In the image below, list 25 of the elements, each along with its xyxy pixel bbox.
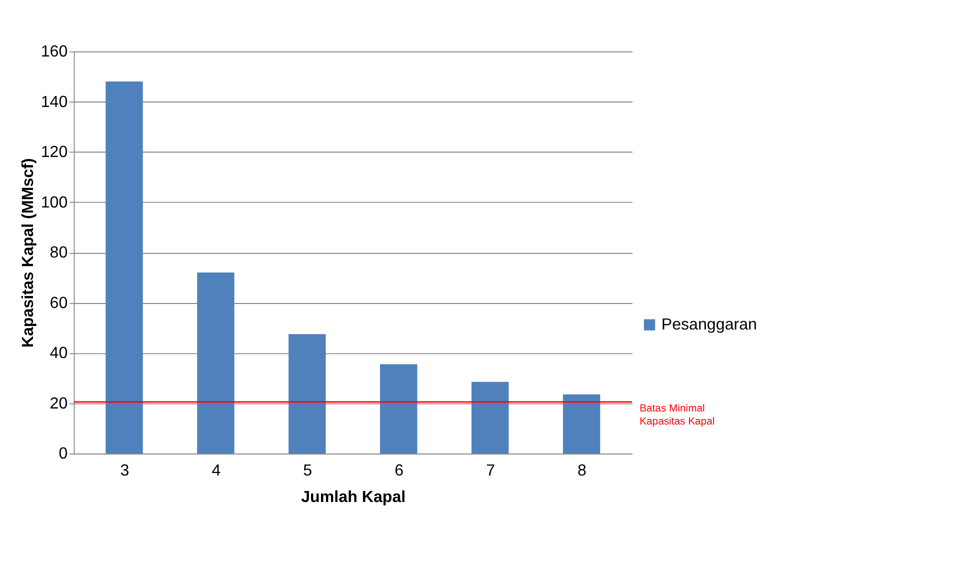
y-tick-label: 40 — [50, 344, 68, 362]
x-axis-title: Jumlah Kapal — [301, 488, 406, 506]
x-tick-label: 7 — [486, 462, 496, 480]
y-tick-label: 80 — [50, 244, 68, 262]
x-tick-label: 8 — [578, 462, 587, 480]
bar — [562, 394, 600, 454]
y-tick-label: 60 — [50, 294, 68, 312]
ref-line-label: Batas Minimal Kapasitas Kapal — [640, 403, 715, 428]
y-axis-title: Kapasitas Kapal (MMscf) — [19, 158, 38, 348]
y-tick-label: 120 — [40, 143, 68, 162]
bar — [106, 82, 143, 454]
y-tick-label: 140 — [40, 92, 68, 111]
x-tick-label: 4 — [212, 462, 221, 480]
x-tick-label: 3 — [120, 462, 130, 480]
bar — [380, 364, 418, 454]
bar — [197, 272, 234, 454]
x-tick-label: 5 — [303, 462, 312, 480]
legend-label: Pesanggaran — [661, 316, 757, 334]
y-tick-label: 100 — [40, 193, 68, 212]
y-tick-label: 20 — [50, 394, 68, 412]
bar — [288, 334, 326, 454]
x-tick-label: 6 — [394, 462, 404, 480]
bar — [471, 382, 509, 454]
y-tick-label: 0 — [58, 444, 68, 463]
y-tick-label: 160 — [40, 42, 68, 61]
